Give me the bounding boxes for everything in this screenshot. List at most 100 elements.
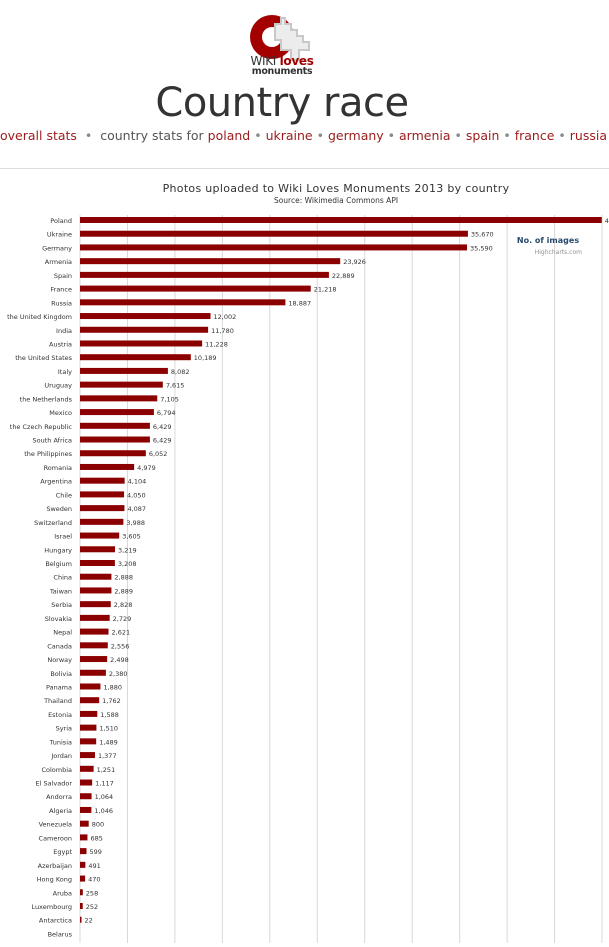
bar[interactable] (80, 916, 82, 923)
bar[interactable] (80, 752, 95, 759)
value-label: 35,670 (471, 231, 494, 239)
value-label: 1,377 (98, 752, 117, 760)
value-label: 2,729 (113, 615, 132, 623)
value-label: 4,087 (127, 505, 146, 513)
value-label: 35,590 (470, 244, 493, 252)
bar[interactable] (80, 381, 163, 388)
value-label: 2,556 (111, 642, 130, 650)
value-label: 4,104 (128, 478, 147, 486)
bar[interactable] (80, 587, 112, 594)
bar[interactable] (80, 628, 109, 635)
category-label: Chile (56, 491, 72, 499)
category-label: Switzerland (34, 519, 72, 527)
bar[interactable] (80, 258, 341, 265)
bar[interactable] (80, 230, 468, 237)
country-link-germany[interactable]: germany (327, 128, 384, 143)
value-label: 23,926 (343, 258, 366, 266)
bar[interactable] (80, 875, 86, 882)
bar[interactable] (80, 505, 125, 512)
bar[interactable] (80, 765, 94, 772)
grid-lines (79, 215, 603, 943)
bar[interactable] (80, 299, 286, 306)
bar[interactable] (80, 271, 329, 278)
bar[interactable] (80, 697, 100, 704)
bar[interactable] (80, 724, 97, 731)
country-link-spain[interactable]: spain (465, 128, 500, 143)
bar[interactable] (80, 710, 98, 717)
bar[interactable] (80, 422, 150, 429)
value-label: 2,498 (110, 656, 129, 664)
value-label: 800 (92, 821, 104, 829)
category-labels: Poland Ukraine Germany Armenia Spain France Ru… (7, 217, 73, 938)
logo-wordmark-accent: loves (279, 54, 314, 68)
bar[interactable] (80, 903, 83, 909)
country-link-armenia[interactable]: armenia (399, 128, 451, 143)
nav-separator: • (84, 128, 93, 143)
bar[interactable] (80, 614, 110, 621)
bar[interactable] (80, 642, 108, 649)
bar[interactable] (80, 560, 115, 566)
bar[interactable] (80, 244, 468, 251)
bar[interactable] (80, 669, 106, 676)
bar[interactable] (80, 367, 168, 374)
bar[interactable] (80, 889, 83, 896)
category-label: Romania (44, 464, 72, 472)
bar[interactable] (80, 656, 108, 663)
value-label: 2,828 (114, 601, 133, 609)
value-label: 6,052 (149, 450, 168, 458)
bar[interactable] (80, 834, 88, 841)
bar[interactable] (80, 217, 602, 223)
category-label: Hong Kong (37, 876, 72, 884)
bar[interactable] (80, 848, 87, 855)
bar[interactable] (80, 436, 150, 443)
bar[interactable] (80, 477, 125, 484)
bar[interactable] (80, 395, 158, 402)
category-label: Slovakia (45, 615, 72, 623)
bar[interactable] (80, 806, 92, 813)
country-link-ukraine[interactable]: ukraine (265, 128, 313, 143)
value-label: 8,082 (171, 368, 190, 376)
bar[interactable] (80, 326, 209, 333)
bar[interactable] (80, 285, 311, 292)
bar[interactable] (80, 463, 135, 470)
overall-stats-link[interactable]: overall stats (0, 128, 77, 143)
value-label: 2,621 (112, 629, 131, 637)
category-label: Colombia (41, 766, 72, 774)
bar[interactable] (80, 532, 120, 539)
value-label: 258 (86, 889, 98, 897)
category-label: Nepal (53, 629, 72, 637)
bar[interactable] (80, 601, 111, 608)
value-label: 1,489 (99, 738, 118, 746)
bar[interactable] (80, 491, 125, 498)
bar[interactable] (80, 518, 124, 525)
category-label: Luxembourg (31, 903, 72, 911)
bar[interactable] (80, 738, 97, 745)
bar[interactable] (80, 450, 146, 457)
value-label: 11,780 (211, 327, 234, 335)
nav-separator: • (454, 128, 462, 143)
bar[interactable] (80, 573, 112, 580)
bar[interactable] (80, 354, 191, 361)
logo-wordmark-prefix: WIKI (250, 54, 280, 68)
nav-separator: • (254, 128, 262, 143)
bar[interactable] (80, 409, 154, 416)
category-label: Estonia (48, 711, 72, 719)
bar[interactable] (80, 820, 89, 827)
value-label: 6,429 (153, 423, 172, 431)
bar[interactable] (80, 779, 93, 786)
country-link-poland[interactable]: poland (207, 128, 251, 143)
category-label: the United Kingdom (7, 313, 72, 321)
bar[interactable] (80, 861, 86, 868)
bar[interactable] (80, 313, 211, 320)
category-label: Thailand (43, 697, 72, 705)
chart-subtitle: Source: Wikimedia Commons API (274, 196, 398, 205)
category-label: Uruguay (44, 382, 72, 390)
bar[interactable] (80, 683, 101, 690)
value-label: 252 (86, 903, 98, 911)
bar[interactable] (80, 793, 92, 800)
country-link-france[interactable]: france (514, 128, 555, 143)
bar[interactable] (80, 340, 203, 347)
category-label: Germany (42, 244, 72, 252)
country-link-russia[interactable]: russia (569, 128, 607, 143)
bar[interactable] (80, 546, 116, 553)
